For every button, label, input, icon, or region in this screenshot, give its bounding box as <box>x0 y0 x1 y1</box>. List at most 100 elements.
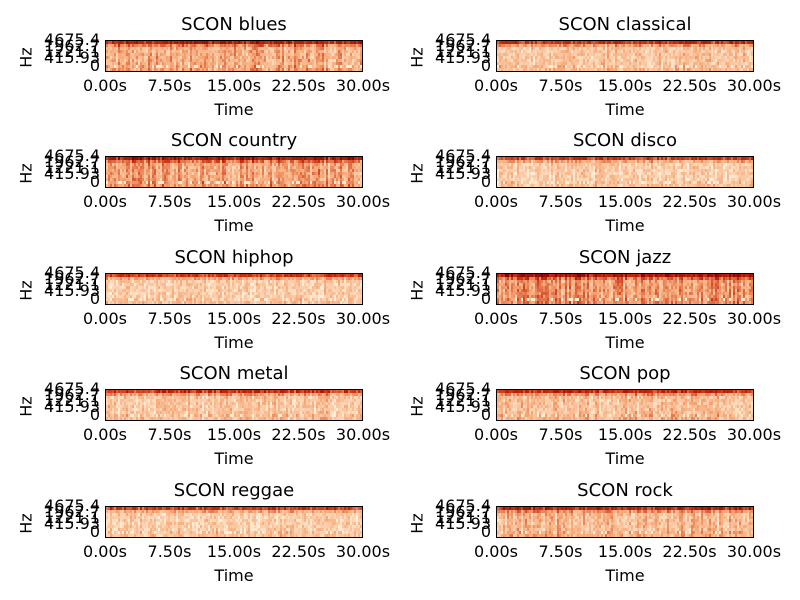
heatmap-cell <box>190 59 193 63</box>
heatmap-cell <box>627 181 630 185</box>
heatmap-cell <box>655 47 658 51</box>
heatmap-cell <box>188 56 191 60</box>
heatmap-cell <box>569 166 572 170</box>
heatmap-cell <box>557 160 560 164</box>
heatmap-cell <box>120 62 123 66</box>
heatmap-cell <box>314 65 317 69</box>
heatmap-cell <box>615 56 618 60</box>
heatmap-cell <box>120 166 123 170</box>
heatmap-cell <box>138 160 141 164</box>
heatmap-cell <box>623 157 626 161</box>
heatmap-cell <box>685 41 688 45</box>
heatmap-cell <box>196 157 199 161</box>
heatmap-cell <box>541 175 544 179</box>
heatmap-cell <box>286 166 289 170</box>
heatmap-cell <box>747 178 750 182</box>
heatmap-cell <box>645 41 648 45</box>
heatmap-cell <box>130 160 133 164</box>
heatmap-cell <box>360 62 362 66</box>
heatmap-cell <box>717 62 720 66</box>
heatmap-cell <box>577 157 580 161</box>
heatmap-cell <box>643 178 646 182</box>
heatmap-cell <box>344 160 347 164</box>
heatmap-cell <box>721 166 724 170</box>
heatmap-cell <box>190 169 193 173</box>
heatmap-cell <box>238 44 241 48</box>
heatmap-cell <box>519 181 522 185</box>
heatmap-cell <box>288 181 291 185</box>
heatmap-cell <box>689 178 692 182</box>
heatmap-cell <box>551 169 554 173</box>
heatmap-cell <box>513 163 516 167</box>
heatmap-cell <box>539 166 542 170</box>
heatmap-cell <box>300 68 303 71</box>
heatmap-cell <box>507 163 510 167</box>
heatmap-cell <box>595 163 598 167</box>
heatmap-cell <box>346 157 349 161</box>
heatmap-cell <box>258 157 261 161</box>
heatmap-cell <box>166 50 169 54</box>
heatmap-cell <box>218 181 221 185</box>
heatmap-cell <box>342 160 345 164</box>
heatmap-cell <box>675 169 678 173</box>
heatmap-cell <box>230 157 233 161</box>
heatmap-cell <box>294 44 297 48</box>
heatmap-cell <box>256 56 259 60</box>
heatmap-cell <box>719 160 722 164</box>
heatmap-cell <box>144 44 147 48</box>
heatmap-cell <box>689 62 692 66</box>
heatmap-cell <box>106 163 109 167</box>
heatmap-cell <box>106 53 109 57</box>
heatmap-cell <box>178 44 181 48</box>
heatmap-cell <box>200 44 203 48</box>
heatmap-cell <box>541 68 544 71</box>
heatmap-cell <box>747 160 750 164</box>
heatmap-cell <box>687 56 690 60</box>
heatmap-cell <box>192 47 195 51</box>
heatmap-cell <box>330 160 333 164</box>
heatmap-cell <box>579 44 582 48</box>
heatmap-cell <box>310 44 313 48</box>
heatmap-cell <box>671 53 674 57</box>
heatmap-cell <box>336 184 339 187</box>
heatmap-cell <box>625 178 628 182</box>
heatmap-cell <box>591 41 594 45</box>
heatmap-cell <box>655 163 658 167</box>
heatmap-cell <box>322 169 325 173</box>
heatmap-cell <box>278 53 281 57</box>
heatmap-cell <box>741 160 744 164</box>
heatmap-cell <box>681 59 684 63</box>
heatmap-cell <box>565 44 568 48</box>
heatmap-cell <box>194 175 197 179</box>
heatmap-cell <box>260 65 263 69</box>
heatmap-cell <box>605 47 608 51</box>
heatmap-cell <box>276 163 279 167</box>
heatmap-cell <box>130 172 133 176</box>
heatmap-cell <box>208 47 211 51</box>
heatmap-cell <box>128 56 131 60</box>
heatmap-cell <box>202 44 205 48</box>
heatmap-cell <box>276 175 279 179</box>
heatmap-cell <box>551 163 554 167</box>
heatmap-cell <box>122 44 125 48</box>
heatmap-cell <box>134 56 137 60</box>
heatmap-cell <box>138 65 141 69</box>
heatmap-cell <box>246 59 249 63</box>
heatmap-cell <box>276 47 279 51</box>
heatmap-cell <box>683 44 686 48</box>
heatmap-cell <box>541 41 544 45</box>
heatmap-cell <box>222 59 225 63</box>
heatmap-cell <box>587 59 590 63</box>
heatmap-cell <box>294 160 297 164</box>
heatmap-cell <box>621 53 624 57</box>
heatmap-cell <box>330 41 333 45</box>
heatmap-cell <box>192 50 195 54</box>
heatmap-cell <box>501 62 504 66</box>
heatmap-cell <box>647 175 650 179</box>
heatmap-cell <box>248 50 251 54</box>
heatmap-cell <box>609 44 612 48</box>
heatmap-cell <box>605 157 608 161</box>
heatmap-cell <box>623 47 626 51</box>
heatmap-cell <box>737 41 740 45</box>
heatmap-cell <box>653 178 656 182</box>
